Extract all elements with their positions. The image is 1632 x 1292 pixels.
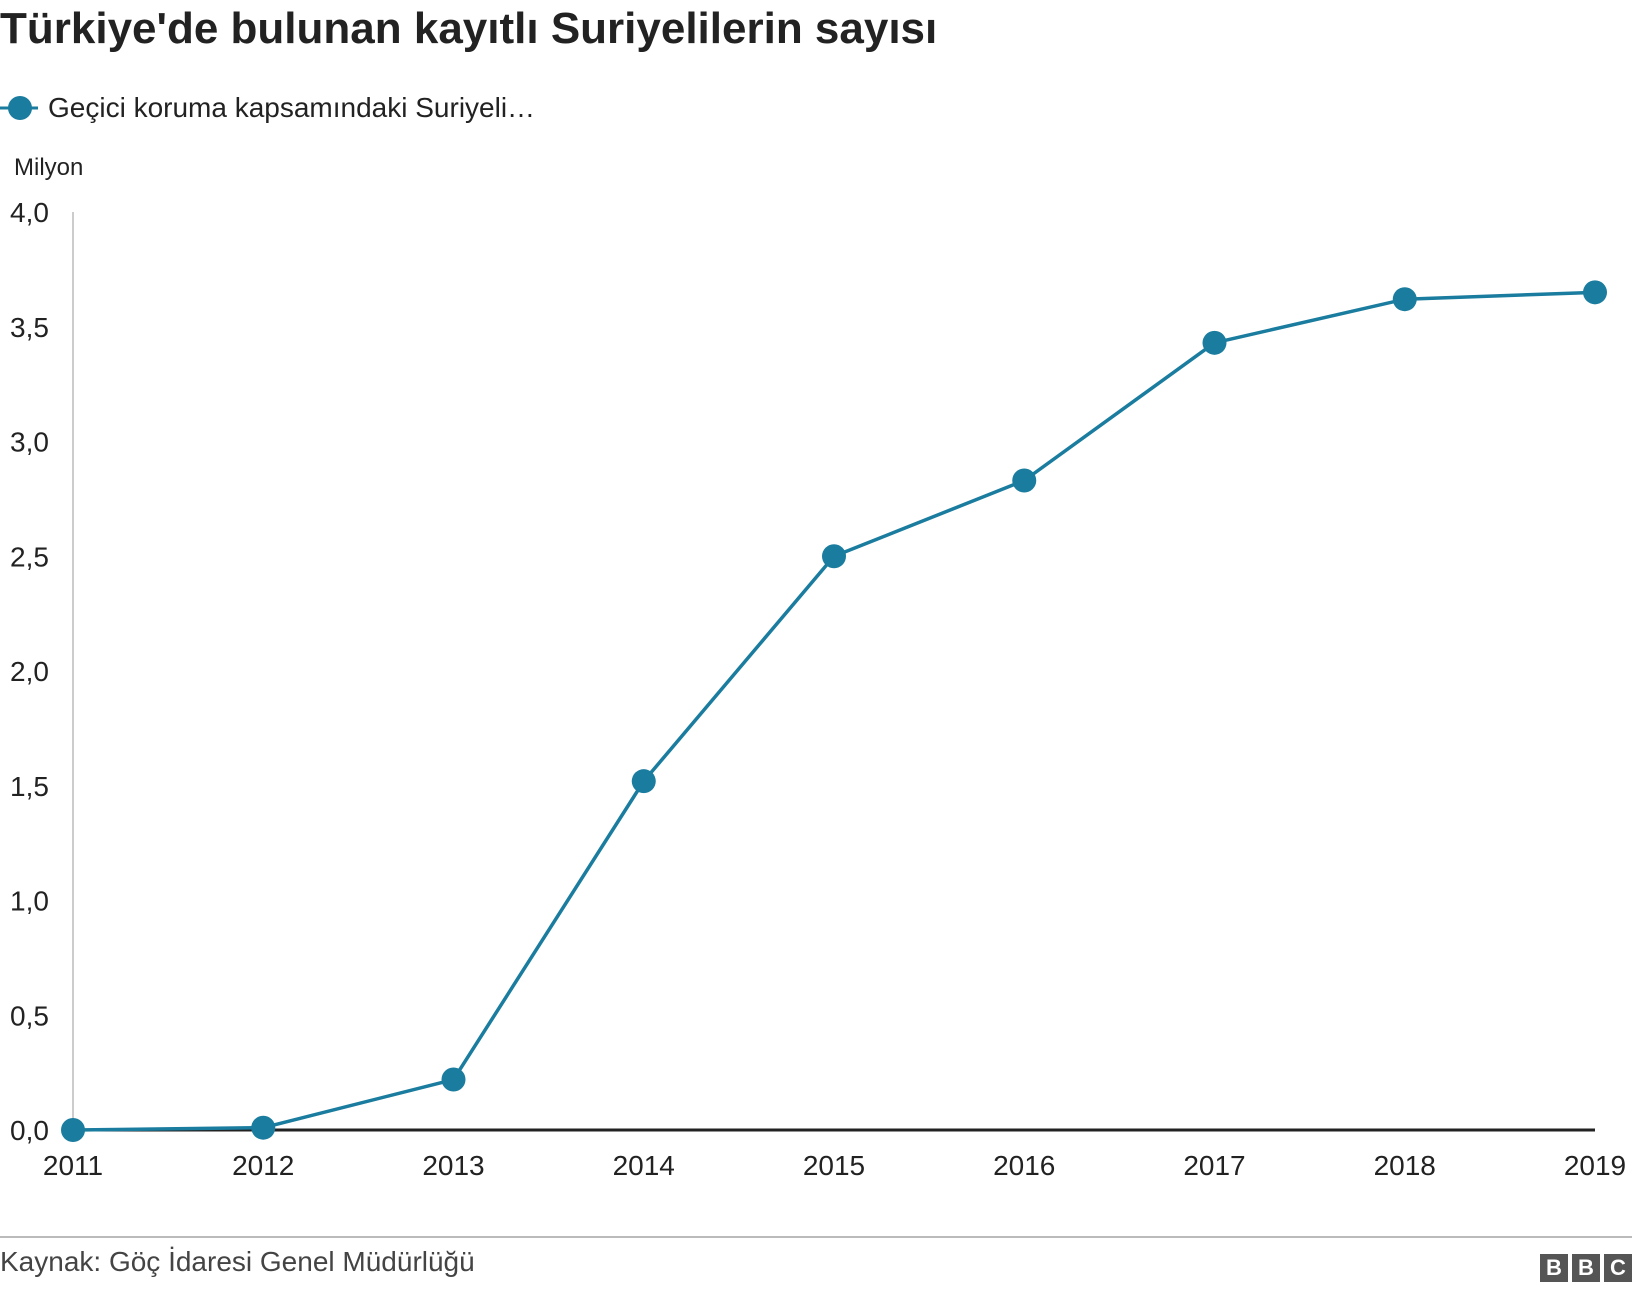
x-tick-label: 2016: [993, 1150, 1055, 1180]
data-point: [61, 1118, 85, 1142]
legend-label: Geçici koruma kapsamındaki Suriyeli…: [48, 92, 536, 123]
data-point: [631, 769, 656, 794]
data-point: [1392, 287, 1417, 312]
y-tick-label: 1,5: [10, 771, 49, 802]
y-tick-label: 1,0: [10, 886, 49, 917]
y-tick-label: 4,0: [10, 197, 49, 228]
data-point: [1202, 330, 1227, 355]
logo-letter-b2: B: [1572, 1254, 1600, 1282]
data-point: [251, 1115, 276, 1140]
x-tick-label: 2018: [1374, 1150, 1436, 1180]
data-point: [1012, 468, 1037, 493]
data-point: [1583, 280, 1607, 305]
x-tick-label: 2015: [803, 1150, 865, 1180]
y-tick-label: 3,0: [10, 427, 49, 458]
series-line: [72, 290, 1596, 1132]
y-tick-label: 0,0: [10, 1115, 49, 1146]
y-axis-unit-label: Milyon: [14, 154, 84, 181]
line-chart: 0,0 0,5 1,0 1,5 2,0 2,5 3,0 3,5 4,0 2011 2012 2013 2…: [10, 197, 1626, 1180]
x-tick-label: 2011: [43, 1150, 103, 1180]
x-tick-label: 2013: [422, 1150, 484, 1180]
x-tick-label: 2012: [232, 1150, 294, 1180]
data-point: [822, 544, 846, 569]
y-tick-label: 3,5: [10, 312, 49, 343]
legend-marker-icon: [0, 96, 38, 120]
bbc-logo: B B C: [1540, 1254, 1632, 1282]
y-tick-label: 2,5: [10, 541, 49, 572]
source-note: Kaynak: Göç İdaresi Genel Müdürlüğü: [0, 1246, 475, 1277]
chart-title: Türkiye'de bulunan kayıtlı Suriyelilerin…: [0, 4, 938, 53]
y-tick-label: 2,0: [10, 656, 49, 687]
footer-divider: [0, 1236, 1632, 1238]
x-tick-label: 2017: [1183, 1150, 1245, 1180]
y-tick-label: 0,5: [10, 1000, 49, 1031]
logo-letter-b1: B: [1540, 1254, 1568, 1282]
x-tick-label: 2014: [613, 1150, 675, 1180]
legend: Geçici koruma kapsamındaki Suriyeli…: [0, 88, 535, 128]
data-point: [441, 1067, 466, 1092]
logo-letter-c: C: [1604, 1254, 1632, 1282]
x-tick-label: 2019: [1564, 1150, 1626, 1180]
